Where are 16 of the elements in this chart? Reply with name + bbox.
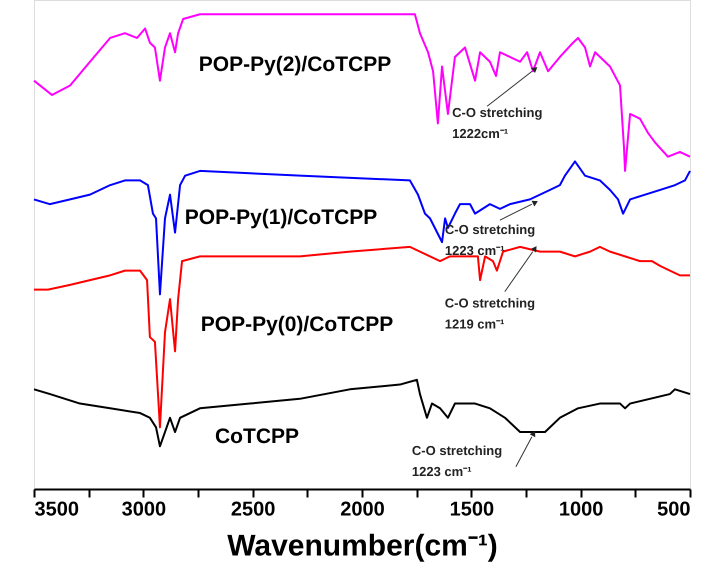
series-label: POP-Py(1)/CoTCPP bbox=[184, 206, 378, 229]
series-label: POP-Py(2)/CoTCPP bbox=[198, 53, 392, 76]
x-axis-title: Wavenumber(cm⁻¹) bbox=[227, 530, 498, 562]
x-tick-label: 1500 bbox=[450, 498, 494, 520]
x-tick-label: 2500 bbox=[230, 498, 276, 520]
x-tick-label: 2000 bbox=[340, 498, 385, 520]
x-tick-label: 1000 bbox=[558, 498, 604, 520]
annotation: C-O stretching 1219 cm⁻¹ bbox=[444, 296, 536, 332]
series-label: POP-Py(0)/CoTCPP bbox=[200, 313, 394, 336]
annotation: C-O stretching 1222cm⁻¹ bbox=[452, 105, 542, 142]
x-tick-label: 3000 bbox=[122, 498, 166, 520]
annotation: C-O stretching 1223 cm⁻¹ bbox=[412, 442, 502, 479]
x-tick-label: 500 bbox=[657, 498, 690, 520]
series-label: CoTCPP bbox=[215, 425, 299, 448]
annotation: C-O stretching 1223 cm⁻¹ bbox=[444, 222, 536, 258]
x-tick-label: 3500 bbox=[34, 498, 79, 520]
